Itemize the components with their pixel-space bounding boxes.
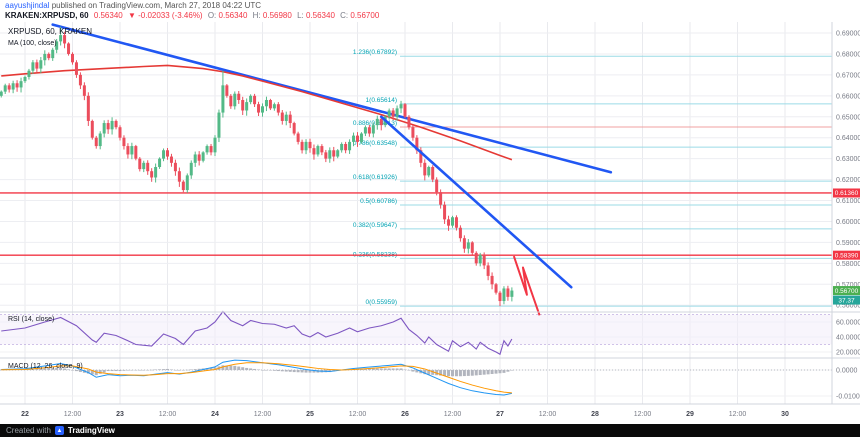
svg-text:12:00: 12:00 bbox=[349, 411, 367, 418]
legend-symbol: XRPUSD, 60, KRAKEN bbox=[8, 27, 92, 36]
macd-line bbox=[1, 359, 512, 396]
svg-text:12:00: 12:00 bbox=[64, 411, 82, 418]
svg-text:0.64000: 0.64000 bbox=[836, 135, 860, 142]
svg-text:27: 27 bbox=[496, 411, 504, 418]
svg-text:0.69000: 0.69000 bbox=[836, 31, 860, 38]
price-change: ▼ -0.02033 (-3.46%) bbox=[127, 11, 203, 20]
open-value: 0.56340 bbox=[218, 11, 248, 20]
trendline-steep[interactable] bbox=[379, 115, 573, 289]
ma100-line bbox=[1, 64, 513, 161]
legend-ma: MA (100, close) bbox=[8, 40, 57, 47]
svg-text:40.0000: 40.0000 bbox=[836, 335, 860, 342]
byline-text: published on TradingView.com, March 27, … bbox=[49, 1, 262, 10]
svg-text:0.61000: 0.61000 bbox=[836, 198, 860, 205]
rsi-value-tag: 37.37 bbox=[833, 295, 860, 305]
svg-text:28: 28 bbox=[591, 411, 599, 418]
rsi-line bbox=[1, 310, 513, 356]
price-tag-support-2: 0.58390 bbox=[833, 250, 860, 260]
time-axis[interactable]: 22 12:00 23 12:00 24 12:00 25 12:00 26 12:00 27 12:… bbox=[21, 411, 789, 418]
candles bbox=[0, 26, 514, 307]
svg-text:30: 30 bbox=[781, 411, 789, 418]
last-price: 0.56340 bbox=[93, 11, 123, 20]
svg-text:12:00: 12:00 bbox=[444, 411, 462, 418]
svg-text:12:00: 12:00 bbox=[729, 411, 747, 418]
open-label: O: bbox=[207, 11, 217, 20]
svg-text:-0.0100: -0.0100 bbox=[836, 394, 860, 401]
close-value: 0.56700 bbox=[350, 11, 380, 20]
low-value: 0.56340 bbox=[305, 11, 335, 20]
svg-text:0.5(0.60786): 0.5(0.60786) bbox=[360, 198, 397, 205]
svg-text:0(0.55959): 0(0.55959) bbox=[366, 299, 397, 306]
symbol-title: KRAKEN:XRPUSD, 60 bbox=[5, 11, 89, 20]
svg-text:0.0000: 0.0000 bbox=[836, 368, 858, 375]
svg-text:0.57000: 0.57000 bbox=[836, 282, 860, 289]
svg-text:12:00: 12:00 bbox=[159, 411, 177, 418]
tradingview-logo-icon[interactable]: ▲ bbox=[54, 426, 64, 435]
svg-text:0.56700: 0.56700 bbox=[835, 288, 859, 295]
svg-text:0.56000: 0.56000 bbox=[836, 303, 860, 310]
chart-canvas[interactable]: 1.236(0.67892) 1(0.65614) 0.886(0.64513) 0.… bbox=[0, 22, 860, 424]
tradingview-brand-link[interactable]: TradingView bbox=[67, 426, 115, 435]
plot-area: 1.236(0.67892) 1(0.65614) 0.886(0.64513) 0.… bbox=[0, 22, 832, 404]
svg-text:0.67000: 0.67000 bbox=[836, 72, 860, 79]
legend-rsi: RSI (14, close) bbox=[8, 316, 54, 323]
svg-text:0.68000: 0.68000 bbox=[836, 51, 860, 58]
svg-text:20.0000: 20.0000 bbox=[836, 350, 860, 357]
svg-text:12:00: 12:00 bbox=[254, 411, 272, 418]
svg-text:0.59000: 0.59000 bbox=[836, 240, 860, 247]
svg-text:22: 22 bbox=[21, 411, 29, 418]
low-label: L: bbox=[297, 11, 304, 20]
high-value: 0.56980 bbox=[262, 11, 292, 20]
svg-text:23: 23 bbox=[116, 411, 124, 418]
symbol-header: KRAKEN:XRPUSD, 60 0.56340 ▼ -0.02033 (-3… bbox=[0, 11, 860, 22]
svg-text:37.37: 37.37 bbox=[838, 297, 855, 304]
svg-text:25: 25 bbox=[306, 411, 314, 418]
svg-text:12:00: 12:00 bbox=[539, 411, 557, 418]
svg-text:0.58390: 0.58390 bbox=[835, 252, 859, 259]
macd-histogram bbox=[0, 365, 514, 377]
close-label: C: bbox=[340, 11, 349, 20]
footer-bar: Created with ▲ TradingView bbox=[0, 424, 860, 437]
svg-text:0.66000: 0.66000 bbox=[836, 93, 860, 100]
svg-text:0.886(0.64513): 0.886(0.64513) bbox=[353, 120, 397, 127]
svg-text:0.61360: 0.61360 bbox=[835, 190, 859, 197]
svg-text:0.62000: 0.62000 bbox=[836, 177, 860, 184]
macd-signal-line bbox=[1, 362, 512, 394]
svg-text:0.786(0.63548): 0.786(0.63548) bbox=[353, 140, 397, 147]
support-lines[interactable] bbox=[0, 192, 832, 256]
svg-text:29: 29 bbox=[686, 411, 694, 418]
price-tag-last: 0.56700 bbox=[833, 286, 860, 296]
chart-legend: XRPUSD, 60, KRAKEN MA (100, close) RSI (14… bbox=[8, 27, 92, 370]
svg-text:1(0.65614): 1(0.65614) bbox=[366, 97, 397, 104]
rsi-band bbox=[0, 314, 832, 345]
svg-text:60.0000: 60.0000 bbox=[836, 320, 860, 327]
high-label: H: bbox=[252, 11, 261, 20]
svg-text:0.618(0.61926): 0.618(0.61926) bbox=[353, 174, 397, 181]
price-axis[interactable]: 0.69000 0.68000 0.67000 0.66000 0.65000 0.640… bbox=[836, 31, 860, 401]
byline: aayushjindal published on TradingView.co… bbox=[0, 0, 860, 12]
vertical-grid bbox=[24, 22, 786, 404]
projection-arrow[interactable] bbox=[512, 255, 541, 316]
svg-text:1.236(0.67892): 1.236(0.67892) bbox=[353, 49, 397, 56]
svg-text:0.65000: 0.65000 bbox=[836, 114, 860, 121]
legend-macd: MACD (12, 26, close, 9) bbox=[8, 363, 83, 370]
svg-text:0.63000: 0.63000 bbox=[836, 156, 860, 163]
svg-text:12:00: 12:00 bbox=[634, 411, 652, 418]
author-link[interactable]: aayushjindal bbox=[5, 1, 50, 10]
price-tag-support-1: 0.61360 bbox=[833, 188, 860, 198]
svg-text:26: 26 bbox=[401, 411, 409, 418]
trendline-major[interactable] bbox=[51, 23, 613, 174]
svg-text:0.382(0.59647): 0.382(0.59647) bbox=[353, 222, 397, 229]
svg-text:24: 24 bbox=[211, 411, 219, 418]
svg-text:0.60000: 0.60000 bbox=[836, 219, 860, 226]
svg-text:0.58000: 0.58000 bbox=[836, 261, 860, 268]
fib-retracement[interactable]: 1.236(0.67892) 1(0.65614) 0.886(0.64513) 0.… bbox=[353, 49, 832, 307]
created-with-text: Created with bbox=[6, 426, 51, 435]
